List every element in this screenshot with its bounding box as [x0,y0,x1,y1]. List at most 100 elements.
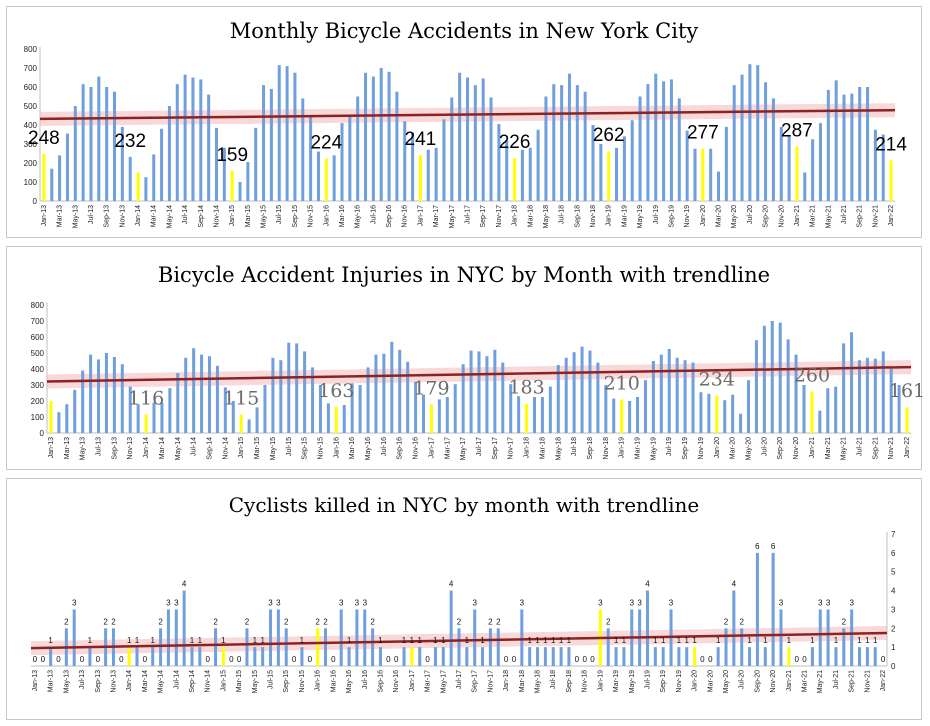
x-tick-label: Mar-17 [425,670,432,692]
trendline [46,365,912,383]
y-tick-label: 700 [24,64,38,73]
data-label: 0 [33,655,38,664]
bar [654,73,658,201]
bar [645,590,649,666]
bar [167,106,171,201]
x-tick-label: Nov-17 [508,437,515,460]
bar [168,388,172,433]
trendline [39,108,896,121]
data-label: 2 [724,617,729,626]
data-label: 1 [260,636,265,645]
bar [371,628,375,666]
bar [418,647,422,666]
y-tick-label: 100 [31,413,45,422]
bar [403,121,407,201]
x-tick-label: Sep-18 [574,205,581,228]
data-label: 1 [465,636,470,645]
x-tick-label: Nov-16 [402,205,409,228]
bar [873,129,877,201]
x-tick-label: Jan-19 [619,437,626,459]
bar [739,413,743,433]
data-label: 3 [637,598,642,607]
bar [276,609,280,666]
bar-january [221,647,225,666]
x-tick-label: Jul-21 [833,670,840,689]
data-label: 1 [684,636,689,645]
bar [794,354,798,433]
bar [544,96,548,201]
bar [89,354,93,433]
bar [238,182,242,201]
data-label: 0 [96,655,101,664]
x-tick-label: Sep-15 [283,670,290,693]
x-tick-label: Jan-18 [524,437,531,459]
bar [528,147,532,201]
x-tick-label: Sep-16 [386,205,393,228]
data-label: 2 [488,617,493,626]
bar [614,647,618,666]
bar [182,590,186,666]
x-tick-label: May-20 [746,437,753,460]
x-tick-label: May-21 [841,437,848,460]
bar [724,628,728,666]
x-tick-label: Jan-13 [32,670,39,692]
x-tick-label: Jul-13 [96,437,103,456]
bar-january [334,406,338,433]
y-tick-label: 7 [891,530,896,539]
x-tick-label: Sep-21 [849,670,856,693]
bar [411,132,415,201]
bar [604,385,608,433]
bar [755,552,759,666]
x-tick-label: Jan-16 [333,437,340,459]
x-tick-label: Jul-19 [645,670,652,689]
data-label: 0 [119,655,124,664]
x-tick-label: Jan-22 [904,437,911,459]
bar [556,365,560,433]
bar [532,397,536,433]
bar [73,106,77,201]
bar [128,386,132,433]
data-label: 3 [849,598,854,607]
x-tick-label: Jan-13 [41,205,48,227]
x-tick-label: Mar-19 [635,437,642,459]
data-label: 2 [739,617,744,626]
chart-title: Cyclists killed in NYC by month with tre… [228,493,700,517]
x-tick-label: Jul-13 [88,205,95,224]
bar [572,352,576,433]
bar [104,353,108,433]
bar [771,552,775,666]
data-label: 2 [457,617,462,626]
data-label: 1 [747,636,752,645]
bar [279,360,283,433]
data-label: 0 [394,655,399,664]
x-tick-label: Mar-15 [254,437,261,459]
data-label: 4 [182,580,187,589]
data-label: 1 [441,636,446,645]
bar [254,127,258,201]
x-tick-label: Nov-15 [318,437,325,460]
bar-january [410,647,414,666]
bar [661,647,665,666]
y-tick-label: 400 [31,365,45,374]
x-tick-label: Jan-20 [692,670,699,692]
bar [287,342,291,433]
bar [622,136,626,201]
bar-january [127,647,131,666]
x-tick-label: Nov-21 [872,205,879,228]
x-tick-label: Sep-21 [857,205,864,228]
bar [599,144,603,201]
data-label: 1 [622,636,627,645]
data-label: 0 [504,655,509,664]
x-tick-label: Jan-19 [597,670,604,692]
data-label: 3 [268,598,273,607]
x-tick-label: Sep-14 [198,205,205,228]
bar [461,364,465,433]
bar [536,647,540,666]
bar [371,76,375,201]
bar [379,68,383,201]
x-tick-label: May-17 [449,205,456,228]
x-tick-label: Sep-14 [189,670,196,693]
x-tick-label: Mar-18 [519,670,526,692]
x-tick-label: Sep-16 [397,437,404,460]
data-label: 1 [543,636,548,645]
